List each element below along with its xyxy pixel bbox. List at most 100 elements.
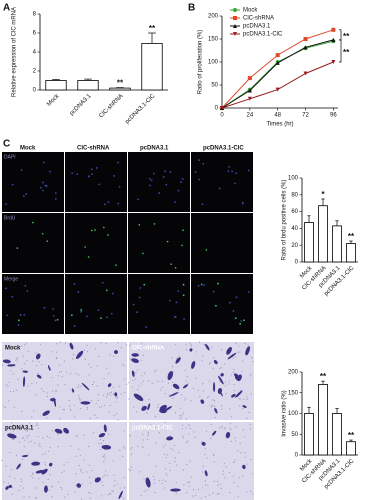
cell (234, 375, 239, 381)
nucleus (110, 312, 113, 315)
nucleus (111, 292, 114, 295)
pore (223, 463, 225, 465)
pore (40, 388, 43, 390)
nucleus (73, 283, 76, 286)
pore (147, 434, 149, 437)
pore (128, 468, 130, 470)
pore (81, 483, 83, 485)
cell (98, 432, 106, 438)
pore (182, 437, 185, 439)
pore (96, 417, 98, 419)
cell (225, 431, 231, 439)
brdu-spot (234, 317, 237, 319)
pore (86, 407, 88, 409)
pore (79, 400, 81, 402)
pore (211, 405, 213, 407)
marker (233, 8, 237, 12)
pore (214, 416, 217, 419)
pore (165, 428, 167, 430)
pore (182, 412, 184, 414)
x-axis-label: Times (hr) (266, 122, 293, 128)
nucleus (240, 320, 243, 322)
pore (186, 463, 188, 466)
pore (205, 430, 208, 432)
pore (153, 482, 156, 484)
cell (101, 444, 112, 450)
cell (141, 405, 147, 411)
pore (113, 355, 115, 357)
pore (84, 358, 86, 360)
nucleus (148, 177, 151, 180)
brdu-spot (181, 244, 183, 247)
pore (77, 386, 79, 388)
pore (221, 425, 223, 427)
pore (187, 382, 189, 384)
pore (21, 423, 23, 425)
pore (26, 435, 28, 437)
pore (43, 390, 45, 393)
pore (123, 476, 126, 479)
pore (208, 380, 210, 382)
pore (208, 494, 210, 496)
pore (169, 435, 171, 437)
pore (123, 430, 125, 432)
pore (57, 481, 59, 483)
nucleus (164, 170, 167, 173)
pore (79, 454, 81, 456)
pore (250, 373, 252, 375)
pore (181, 394, 183, 396)
pore (187, 481, 189, 484)
pore (242, 475, 244, 477)
pore (13, 438, 15, 440)
pore (104, 449, 106, 451)
pore (133, 406, 135, 408)
nucleus (234, 182, 236, 185)
pore (184, 369, 186, 371)
pore (106, 474, 108, 476)
bar (346, 243, 356, 263)
brdu-spot (91, 229, 93, 232)
pore (172, 449, 174, 451)
pore (95, 348, 97, 350)
cell (133, 393, 144, 402)
pore (91, 469, 93, 472)
pore (56, 356, 58, 359)
pore (31, 383, 33, 385)
nucleus (44, 184, 47, 187)
cell (231, 393, 236, 398)
pore (125, 344, 127, 346)
pore (244, 456, 246, 459)
nucleus (97, 309, 100, 312)
pore (158, 432, 160, 434)
cell (175, 357, 181, 364)
cell (47, 365, 51, 371)
pore (175, 481, 177, 484)
pore (167, 382, 170, 384)
nucleus (80, 310, 82, 313)
pore (128, 398, 130, 400)
nucleus (45, 185, 48, 187)
significance: ** (348, 431, 355, 440)
pore (223, 363, 226, 365)
pore (241, 370, 243, 372)
pore (22, 437, 24, 440)
nucleus (107, 201, 110, 204)
pore (143, 490, 145, 493)
pore (185, 427, 187, 429)
pore (16, 358, 18, 360)
cell (80, 401, 91, 405)
pore (246, 463, 248, 465)
pore (108, 411, 110, 413)
pore (142, 439, 144, 441)
pore (15, 389, 17, 391)
pore (246, 417, 248, 419)
pore (216, 493, 218, 495)
pore (39, 445, 41, 448)
pore (150, 423, 152, 425)
cell (147, 403, 151, 411)
brdu-spot (105, 289, 108, 292)
image-label: pcDNA3.1 (5, 426, 34, 432)
pore (59, 418, 61, 420)
pore (16, 357, 18, 359)
pore (234, 437, 236, 439)
